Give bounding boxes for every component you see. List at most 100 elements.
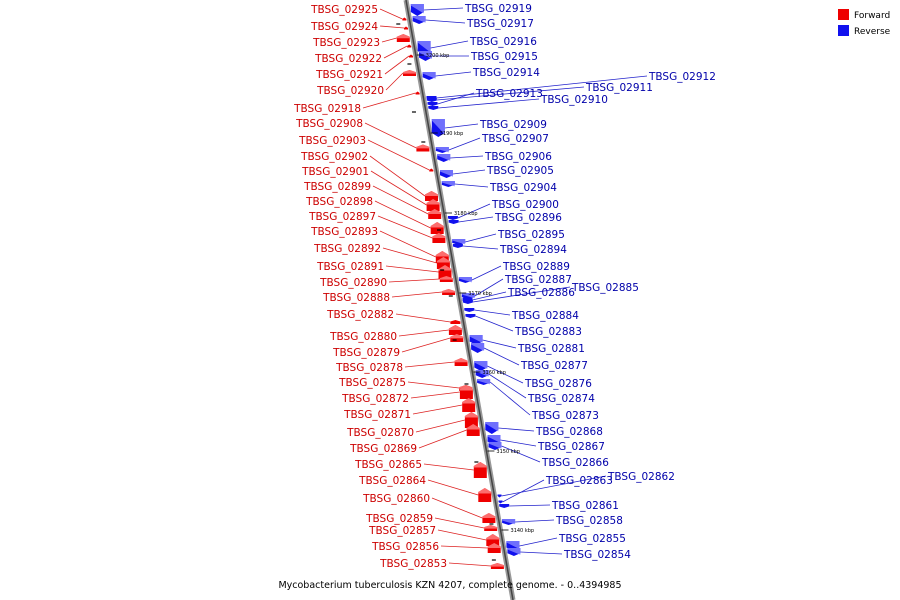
gene-label-tbsg-02924[interactable]: TBSG_02924 (310, 21, 378, 33)
gene-label-tbsg-02886[interactable]: TBSG_02886 (507, 287, 575, 299)
gene-feature-tbsg-02922[interactable] (407, 44, 412, 48)
gene-label-tbsg-02894[interactable]: TBSG_02894 (499, 244, 567, 256)
gene-label-tbsg-02901[interactable]: TBSG_02901 (301, 166, 369, 178)
gene-label-tbsg-02877[interactable]: TBSG_02877 (520, 360, 588, 372)
gene-feature-tbsg-02913[interactable] (427, 102, 438, 106)
gene-label-tbsg-02876[interactable]: TBSG_02876 (524, 378, 592, 390)
gene-label-tbsg-02870[interactable]: TBSG_02870 (346, 427, 414, 439)
gene-label-tbsg-02863[interactable]: TBSG_02863 (545, 475, 613, 487)
gene-label-tbsg-02898[interactable]: TBSG_02898 (305, 196, 373, 208)
gene-label-tbsg-02883[interactable]: TBSG_02883 (514, 326, 582, 338)
gene-label-tbsg-02868[interactable]: TBSG_02868 (535, 426, 603, 438)
gene-label-tbsg-02881[interactable]: TBSG_02881 (517, 343, 585, 355)
gene-feature-tbsg-02885[interactable] (462, 300, 473, 304)
gene-label-tbsg-02874[interactable]: TBSG_02874 (527, 393, 595, 405)
gene-feature-tbsg-02896[interactable] (448, 220, 459, 224)
gene-label-tbsg-02869[interactable]: TBSG_02869 (349, 443, 417, 455)
gene-label-tbsg-02880[interactable]: TBSG_02880 (329, 331, 397, 343)
gene-feature-tbsg-02911[interactable] (426, 98, 437, 102)
gene-feature-tbsg-02903[interactable] (429, 168, 434, 172)
gene-feature-tbsg-02900[interactable] (447, 216, 458, 220)
gene-label-tbsg-02912[interactable]: TBSG_02912 (648, 71, 716, 83)
gene-label-tbsg-02878[interactable]: TBSG_02878 (335, 362, 403, 374)
gene-feature-tbsg-02918[interactable] (415, 91, 420, 95)
gene-label-tbsg-02855[interactable]: TBSG_02855 (558, 533, 626, 545)
gene-label-tbsg-02919[interactable]: TBSG_02919 (464, 3, 532, 15)
gene-label-tbsg-02913[interactable]: TBSG_02913 (475, 88, 543, 100)
gene-feature-tbsg-02882[interactable] (450, 320, 461, 324)
gene-label-tbsg-02892[interactable]: TBSG_02892 (313, 243, 381, 255)
gene-label-tbsg-02896[interactable]: TBSG_02896 (494, 212, 562, 224)
gene-label-tbsg-02911[interactable]: TBSG_02911 (585, 82, 653, 94)
gene-label-tbsg-02875[interactable]: TBSG_02875 (338, 377, 406, 389)
label-connector (475, 315, 514, 332)
gene-label-tbsg-02879[interactable]: TBSG_02879 (332, 347, 400, 359)
gene-feature-tbsg-02862[interactable] (497, 494, 502, 498)
gene-label-tbsg-02925[interactable]: TBSG_02925 (310, 4, 378, 16)
label-connector (489, 381, 531, 416)
gene-label-tbsg-02902[interactable]: TBSG_02902 (300, 151, 368, 163)
gene-label-tbsg-02920[interactable]: TBSG_02920 (316, 85, 384, 97)
gene-feature-tbsg-02884[interactable] (464, 308, 475, 312)
gene-label-tbsg-02906[interactable]: TBSG_02906 (484, 151, 552, 163)
gene-label-tbsg-02904[interactable]: TBSG_02904 (489, 182, 557, 194)
gene-label-tbsg-02860[interactable]: TBSG_02860 (362, 493, 430, 505)
gene-label-tbsg-02864[interactable]: TBSG_02864 (358, 475, 426, 487)
gene-feature-tbsg-02863[interactable] (498, 500, 503, 504)
gene-label-tbsg-02914[interactable]: TBSG_02914 (472, 67, 540, 79)
gene-feature-tbsg-02921[interactable] (409, 54, 413, 58)
gene-label-tbsg-02909[interactable]: TBSG_02909 (479, 119, 547, 131)
gene-label-tbsg-02897[interactable]: TBSG_02897 (308, 211, 376, 223)
gene-label-tbsg-02893[interactable]: TBSG_02893 (310, 226, 378, 238)
gene-label-tbsg-02910[interactable]: TBSG_02910 (540, 94, 608, 106)
label-connector (520, 551, 563, 555)
gene-label-tbsg-02922[interactable]: TBSG_02922 (314, 53, 382, 65)
gene-label-tbsg-02916[interactable]: TBSG_02916 (469, 36, 537, 48)
gene-label-tbsg-02867[interactable]: TBSG_02867 (537, 441, 605, 453)
gene-label-tbsg-02858[interactable]: TBSG_02858 (555, 515, 623, 527)
gene-label-tbsg-02921[interactable]: TBSG_02921 (315, 69, 383, 81)
gene-label-tbsg-02890[interactable]: TBSG_02890 (319, 277, 387, 289)
gene-label-tbsg-02887[interactable]: TBSG_02887 (504, 274, 572, 286)
gene-label-tbsg-02872[interactable]: TBSG_02872 (341, 393, 409, 405)
gene-feature-shade (477, 379, 491, 385)
gene-label-tbsg-02907[interactable]: TBSG_02907 (481, 133, 549, 145)
gene-label-tbsg-02905[interactable]: TBSG_02905 (486, 165, 554, 177)
gene-label-tbsg-02918[interactable]: TBSG_02918 (293, 103, 361, 115)
gene-feature-tbsg-02894[interactable] (452, 244, 463, 248)
gene-label-tbsg-02895[interactable]: TBSG_02895 (497, 229, 565, 241)
gene-feature-tbsg-02861[interactable] (499, 504, 510, 508)
gene-feature-tbsg-02883[interactable] (465, 314, 476, 318)
gene-label-tbsg-02861[interactable]: TBSG_02861 (551, 500, 619, 512)
gene-feature-tbsg-02910[interactable] (428, 106, 439, 110)
gene-label-tbsg-02871[interactable]: TBSG_02871 (343, 409, 411, 421)
gene-label-tbsg-02865[interactable]: TBSG_02865 (354, 459, 422, 471)
gene-label-tbsg-02891[interactable]: TBSG_02891 (316, 261, 384, 273)
gene-feature-shade (502, 519, 516, 525)
gene-label-tbsg-02853[interactable]: TBSG_02853 (379, 558, 447, 570)
gene-feature-tbsg-02925[interactable] (402, 17, 407, 21)
gene-label-tbsg-02899[interactable]: TBSG_02899 (303, 181, 371, 193)
gene-label-tbsg-02888[interactable]: TBSG_02888 (322, 292, 390, 304)
gene-label-tbsg-02854[interactable]: TBSG_02854 (563, 549, 631, 561)
gene-label-tbsg-02859[interactable]: TBSG_02859 (365, 513, 433, 525)
gene-label-tbsg-02903[interactable]: TBSG_02903 (298, 135, 366, 147)
label-connector (423, 7, 464, 11)
gene-label-tbsg-02923[interactable]: TBSG_02923 (312, 37, 380, 49)
gene-feature-tbsg-02924[interactable] (404, 26, 408, 30)
gene-label-tbsg-02889[interactable]: TBSG_02889 (502, 261, 570, 273)
gene-label-tbsg-02856[interactable]: TBSG_02856 (371, 541, 439, 553)
gene-label-tbsg-02857[interactable]: TBSG_02857 (368, 525, 436, 537)
gene-label-tbsg-02866[interactable]: TBSG_02866 (541, 457, 609, 469)
gene-feature-shade (487, 543, 501, 548)
gene-label-tbsg-02885[interactable]: TBSG_02885 (571, 282, 639, 294)
gene-label-tbsg-02882[interactable]: TBSG_02882 (326, 309, 394, 321)
gene-label-tbsg-02900[interactable]: TBSG_02900 (491, 199, 559, 211)
gene-label-tbsg-02862[interactable]: TBSG_02862 (607, 471, 675, 483)
gene-label-tbsg-02884[interactable]: TBSG_02884 (511, 310, 579, 322)
gene-feature-shade (435, 147, 449, 153)
gene-label-tbsg-02915[interactable]: TBSG_02915 (470, 51, 538, 63)
gene-label-tbsg-02873[interactable]: TBSG_02873 (531, 410, 599, 422)
gene-label-tbsg-02908[interactable]: TBSG_02908 (295, 118, 363, 130)
gene-label-tbsg-02917[interactable]: TBSG_02917 (466, 18, 534, 30)
